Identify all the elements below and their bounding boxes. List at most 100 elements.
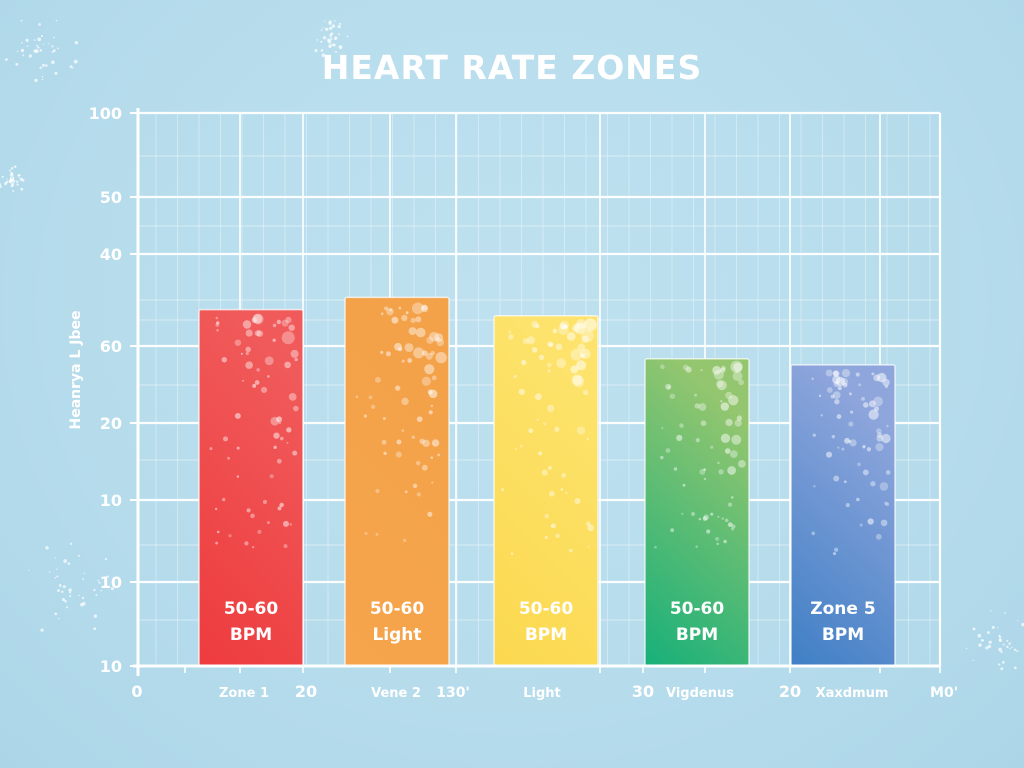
bar-bubble <box>703 477 707 481</box>
bar-bubble <box>571 374 583 386</box>
bar-bubble <box>731 434 742 445</box>
y-tick-label: 20 <box>100 414 122 433</box>
sparkle-dot <box>1000 650 1003 654</box>
bar-bubble <box>267 521 270 525</box>
sparkle-dot <box>67 562 71 565</box>
bar-bubble <box>673 467 678 471</box>
sparkle-dot <box>28 569 30 572</box>
bar-bubble <box>868 409 879 420</box>
bar-bubble <box>691 512 695 516</box>
bar-bubble <box>430 404 434 408</box>
bar-label-line2: BPM <box>676 625 718 645</box>
bar-bubble <box>425 352 433 360</box>
bar-bubble <box>832 391 841 400</box>
sparkle-dot <box>331 43 334 47</box>
bar-bubble <box>721 365 726 371</box>
bar-bubble <box>820 414 823 417</box>
sparkle-dot <box>5 58 8 61</box>
sparkle-dot <box>329 33 333 37</box>
bar-bubble <box>548 490 555 497</box>
bar-bubble <box>283 544 288 549</box>
bar-bubble <box>811 531 816 536</box>
bar-label-line1: Zone 5 <box>810 599 875 619</box>
bar-bubble <box>284 361 291 369</box>
bar-bubble <box>559 320 569 330</box>
bar-bubble <box>676 434 683 442</box>
sparkle-dot <box>320 40 323 43</box>
bar-bubble <box>813 484 816 488</box>
bar-bubble <box>661 427 664 430</box>
bar-bubble <box>394 342 402 351</box>
bar-bubble <box>551 523 556 529</box>
bar-bubble <box>868 400 876 408</box>
bar-bubble <box>374 376 381 383</box>
bar-bubble <box>294 357 298 362</box>
bar-bubble <box>244 541 249 546</box>
bar-label-line2: BPM <box>822 625 864 645</box>
bar-bubble <box>875 533 882 540</box>
bar-bubble <box>421 304 428 311</box>
sparkle-dot <box>54 612 58 616</box>
bar-bubble <box>858 383 862 387</box>
sparkle-dot <box>48 571 51 573</box>
bar-bubble <box>859 523 863 527</box>
bar-bubble <box>587 545 590 548</box>
sparkle-dot <box>41 78 44 81</box>
bar-bubble <box>254 330 261 337</box>
bar-bubble <box>427 389 433 395</box>
bar-bubble <box>234 339 242 346</box>
bar-bubble <box>422 350 428 356</box>
sparkle-dot <box>977 633 982 638</box>
sparkle-dot <box>1015 650 1018 652</box>
bar-bubble <box>660 455 664 460</box>
bar-bubble <box>541 469 548 476</box>
sparkle-dot <box>327 39 330 41</box>
bar-bubble <box>242 379 245 382</box>
sparkle-dot <box>1002 643 1005 646</box>
bar-bubble <box>710 445 714 449</box>
sparkle-dot <box>97 579 100 582</box>
bar-bubble <box>870 481 876 487</box>
sparkle-dot <box>63 559 68 563</box>
bar-bubble <box>209 447 213 451</box>
bar-bubble <box>733 362 743 372</box>
bar-bubble <box>716 542 720 546</box>
bar-bubble <box>282 520 289 527</box>
bar-bubble <box>834 547 839 552</box>
bar-bubble <box>880 519 888 527</box>
sparkle-dot <box>22 54 25 57</box>
sparkle-dot <box>965 647 968 650</box>
bar-bubble <box>252 313 264 325</box>
bar-bubble <box>884 384 889 389</box>
bar-bubble <box>665 383 672 390</box>
sparkle-dot <box>1 175 4 178</box>
bar-bubble <box>288 324 295 331</box>
sparkle-dot <box>329 26 333 30</box>
bar-label-line2: Light <box>372 625 421 645</box>
bar-bubble <box>727 466 737 475</box>
bar-bubble <box>572 375 585 388</box>
bar-bubble <box>826 387 833 393</box>
sparkle-dot <box>18 173 21 177</box>
bar-bubble <box>862 444 866 448</box>
sparkle-dot <box>322 36 327 40</box>
sparkle-dot <box>93 614 98 618</box>
sparkle-dot <box>80 602 84 607</box>
bar-bubble <box>422 439 430 448</box>
bar-bubble <box>534 393 542 401</box>
bar-bubble <box>730 496 734 499</box>
x-tick-label: Vene 2 <box>371 686 421 701</box>
bar-bubble <box>415 327 426 338</box>
bar-bubble <box>538 451 543 456</box>
bar-bubble <box>654 545 657 549</box>
bar-bubble <box>428 410 433 415</box>
bar-bubble <box>728 395 739 406</box>
sparkle-dot <box>55 19 58 22</box>
sparkle-dot <box>106 575 109 578</box>
sparkle-dot <box>980 639 984 642</box>
bar-bubble <box>702 516 708 521</box>
bar-bubble <box>405 311 409 315</box>
sparkle-dot <box>338 45 343 50</box>
bar-bubble <box>279 502 284 508</box>
sparkle-dot <box>1008 642 1011 645</box>
